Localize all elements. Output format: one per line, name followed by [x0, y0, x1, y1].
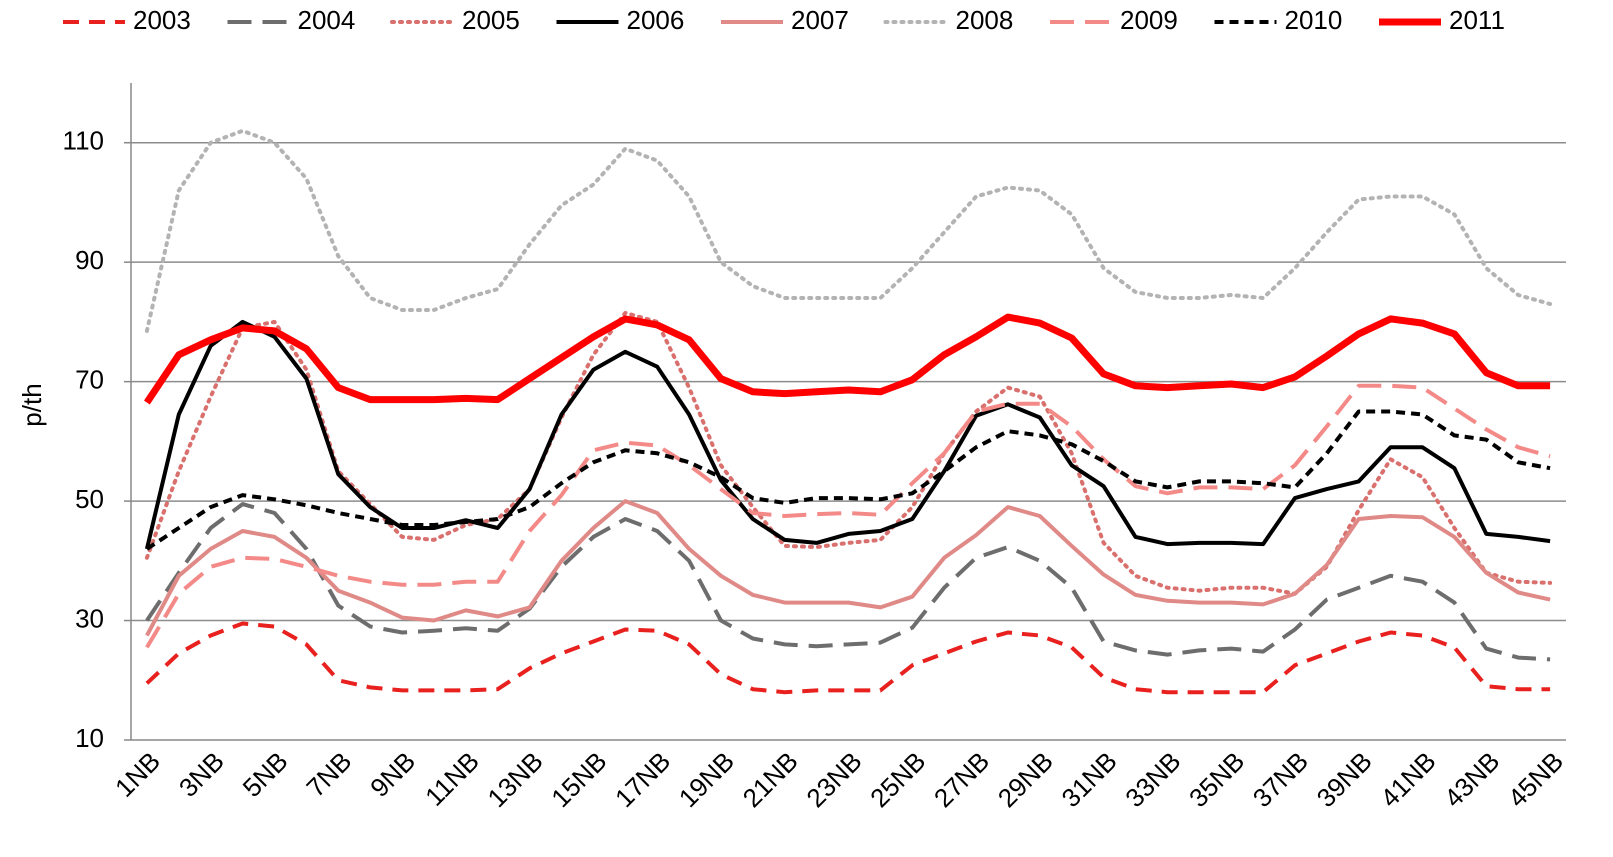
x-tick-label: 25NB [864, 746, 931, 813]
x-tick-label: 3NB [173, 746, 230, 803]
y-tick-label: 70 [75, 365, 104, 395]
series-line [144, 319, 1551, 550]
series-line [145, 499, 1551, 637]
x-tick-label: 27NB [928, 746, 995, 813]
x-tick-label: 17NB [609, 746, 676, 813]
x-tick-label: 9NB [364, 746, 421, 803]
legend-label: 2003 [133, 5, 191, 35]
x-tick-label: 33NB [1119, 746, 1186, 813]
x-tick-label: 45NB [1502, 746, 1569, 813]
series-line [145, 409, 1551, 551]
legend-label: 2009 [1120, 5, 1178, 35]
y-axis-label: p/th [17, 383, 47, 426]
series-line [145, 383, 1551, 649]
x-tick-label: 5NB [237, 746, 294, 803]
x-tick-label: 7NB [300, 746, 357, 803]
legend-label: 2004 [298, 5, 356, 35]
series-line [144, 128, 1553, 333]
legend-label: 2005 [462, 5, 520, 35]
x-tick-label: 41NB [1374, 746, 1441, 813]
y-tick-label: 110 [63, 126, 104, 156]
y-tick-label: 50 [75, 484, 104, 514]
x-tick-label: 1NB [109, 746, 166, 803]
legend-label: 2008 [956, 5, 1014, 35]
legend-label: 2010 [1285, 5, 1343, 35]
series-line [145, 621, 1551, 695]
x-tick-label: 11NB [419, 746, 485, 812]
x-tick-label: 23NB [800, 746, 867, 813]
x-tick-label: 15NB [545, 746, 612, 813]
y-tick-label: 10 [75, 723, 104, 753]
x-tick-label: 37NB [1247, 746, 1314, 813]
legend-label: 2007 [791, 5, 849, 35]
x-tick-label: 35NB [1183, 746, 1250, 813]
y-tick-label: 30 [75, 603, 104, 633]
x-tick-label: 13NB [482, 746, 549, 813]
x-tick-label: 43NB [1438, 746, 1505, 813]
series-line [145, 502, 1551, 662]
x-tick-label: 21NB [737, 746, 804, 813]
x-tick-label: 29NB [992, 746, 1059, 813]
x-tick-label: 31NB [1056, 746, 1123, 813]
legend-label: 2011 [1449, 5, 1505, 35]
legend-label: 2006 [627, 5, 685, 35]
x-tick-label: 39NB [1311, 746, 1378, 813]
x-tick-label: 19NB [673, 746, 740, 813]
series-line [143, 313, 1551, 405]
y-tick-label: 90 [75, 245, 104, 275]
series-line [144, 310, 1553, 596]
